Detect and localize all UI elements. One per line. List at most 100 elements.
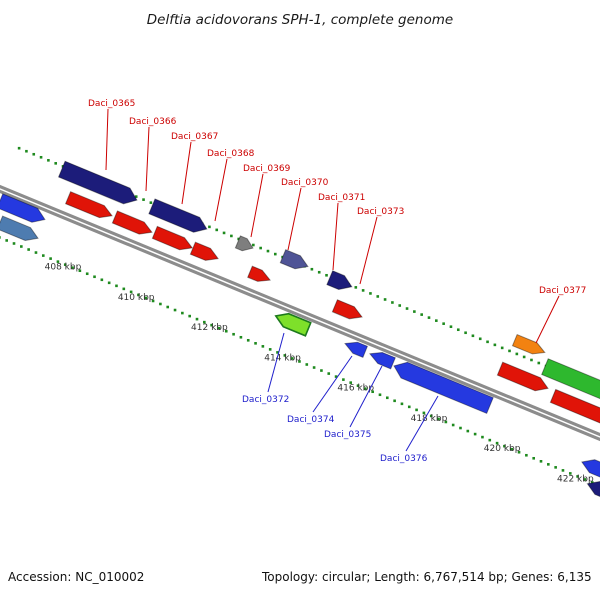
minor-tick-dot	[554, 466, 557, 469]
gene-Daci_0374[interactable]	[344, 341, 369, 359]
minor-tick-dot	[547, 463, 550, 466]
minor-tick-dot	[85, 272, 89, 276]
gene-label-Daci_0368[interactable]: Daci_0368	[207, 149, 255, 159]
minor-tick-dot	[134, 195, 138, 198]
gene-Daci_0367[interactable]	[148, 198, 208, 233]
minor-tick-dot	[261, 345, 265, 348]
gene-label-Daci_0376[interactable]: Daci_0376	[380, 454, 428, 464]
minor-tick-dot	[400, 402, 404, 406]
leader-line	[214, 158, 228, 222]
gene-arrow[interactable]	[581, 459, 600, 482]
minor-tick-dot	[305, 363, 309, 366]
gene-arrow[interactable]	[496, 361, 549, 392]
gene-Daci_0373[interactable]	[331, 299, 363, 320]
gene-label-Daci_0375[interactable]: Daci_0375	[324, 430, 371, 440]
gene-arrow[interactable]	[151, 225, 194, 251]
page-title: Delftia acidovorans SPH-1, complete geno…	[146, 12, 454, 28]
minor-tick-dot	[32, 152, 36, 156]
gene-label-Daci_0369[interactable]: Daci_0369	[243, 164, 291, 174]
scale-label: 410 kbp	[118, 293, 155, 303]
minor-tick-dot	[208, 225, 211, 229]
minor-tick-dot	[532, 456, 535, 460]
leader-line	[359, 216, 378, 285]
minor-tick-dot	[0, 236, 1, 239]
gene-label-Daci_0372[interactable]: Daci_0372	[242, 395, 289, 405]
minor-tick-dot	[217, 326, 221, 330]
minor-tick-dot	[129, 290, 133, 294]
leader-line	[312, 355, 353, 413]
gene-Daci_0368[interactable]	[189, 241, 220, 261]
genome-summary-text: Topology: circular; Length: 6,767,514 bp…	[262, 570, 592, 584]
minor-tick-dot	[364, 387, 367, 391]
leader-line	[349, 365, 383, 428]
minor-tick-dot	[530, 358, 533, 362]
gene-Daci_0375[interactable]	[368, 351, 396, 370]
minor-tick-dot	[151, 299, 155, 303]
minor-tick-dot	[407, 405, 411, 409]
minor-tick-dot	[356, 384, 360, 387]
leader-line	[181, 141, 192, 205]
leader-line	[287, 187, 302, 251]
gene-arrow[interactable]	[0, 193, 46, 223]
minor-tick-dot	[378, 393, 382, 397]
minor-tick-dot	[230, 234, 233, 238]
gene-label-Daci_0366[interactable]: Daci_0366	[129, 117, 177, 127]
genome-axis-line	[0, 189, 600, 442]
gene-Daci_0365[interactable]	[57, 160, 138, 205]
minor-tick-dot	[503, 444, 506, 448]
gene-Daci_0372[interactable]	[274, 312, 312, 337]
minor-tick-dot	[517, 450, 521, 454]
gene-Daci_0366[interactable]	[111, 210, 153, 235]
minor-tick-dot	[342, 378, 345, 381]
minor-tick-dot	[583, 478, 587, 481]
gene-arrow[interactable]	[586, 481, 600, 504]
minor-tick-dot	[310, 267, 314, 271]
minor-tick-dot	[493, 343, 497, 347]
gene-label-Daci_0370[interactable]: Daci_0370	[281, 178, 329, 188]
gene-label-Daci_0377[interactable]: Daci_0377	[539, 286, 586, 296]
minor-tick-dot	[254, 342, 257, 345]
minor-tick-dot	[383, 298, 387, 301]
minor-tick-dot	[486, 340, 489, 344]
gene-arrow[interactable]	[541, 358, 600, 408]
minor-tick-dot	[444, 420, 448, 424]
minor-tick-dot	[576, 475, 579, 478]
gene-Daci_0376[interactable]	[393, 361, 494, 415]
minor-tick-dot	[144, 296, 148, 300]
minor-tick-dot	[166, 305, 170, 309]
minor-tick-dot	[122, 287, 126, 291]
gene-label-Daci_0374[interactable]: Daci_0374	[287, 415, 335, 425]
gene-Daci_0370[interactable]	[279, 249, 309, 270]
scale-label: 412 kbp	[191, 323, 228, 333]
gene-Daci_0377[interactable]	[511, 333, 546, 355]
gene-arrow[interactable]	[549, 388, 600, 428]
minor-tick-dot	[188, 314, 191, 318]
minor-tick-dot	[39, 155, 43, 159]
gene-arrow[interactable]	[0, 215, 39, 242]
leader-line	[535, 295, 560, 344]
minor-tick-dot	[276, 351, 279, 354]
gene-Daci_0371[interactable]	[326, 270, 353, 291]
gene-Daci_0369[interactable]	[234, 235, 254, 252]
minor-tick-dot	[54, 162, 58, 165]
gene-label-Daci_0373[interactable]: Daci_0373	[357, 207, 404, 217]
minor-tick-dot	[405, 307, 409, 310]
minor-tick-dot	[268, 348, 272, 351]
minor-tick-dot	[437, 417, 440, 421]
minor-tick-dot	[361, 289, 365, 292]
gene-arrow[interactable]	[64, 191, 113, 219]
gene-label-Daci_0371[interactable]: Daci_0371	[318, 193, 365, 203]
accession-text: Accession: NC_010002	[8, 570, 145, 584]
gene-label-Daci_0367[interactable]: Daci_0367	[171, 132, 218, 142]
gene-arrow[interactable]	[247, 265, 272, 282]
gene-label-Daci_0365[interactable]: Daci_0365	[88, 99, 135, 109]
minor-tick-dot	[137, 293, 140, 297]
scale-label: 422 kbp	[557, 475, 594, 485]
minor-tick-dot	[266, 249, 270, 253]
minor-tick-dot	[34, 251, 38, 254]
minor-tick-dot	[283, 354, 287, 357]
scale-label: 418 kbp	[411, 414, 448, 424]
minor-tick-dot	[510, 447, 514, 451]
leader-line	[267, 332, 285, 393]
